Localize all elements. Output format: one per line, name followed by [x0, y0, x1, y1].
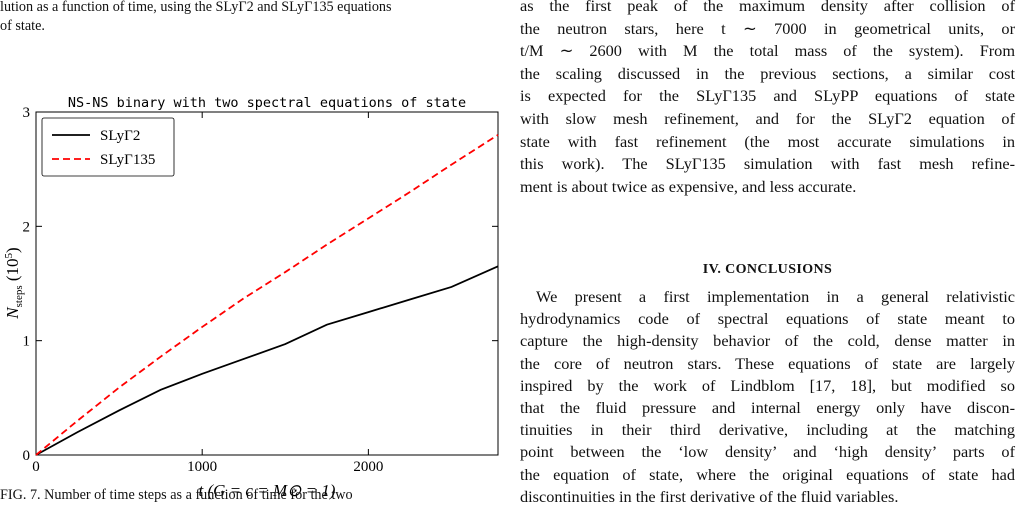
- text-line: capture the high-density behavior of the…: [520, 331, 1015, 351]
- text-line: We present a first implementation in a g…: [536, 287, 1015, 306]
- text-line: as the first peak of the maximum density…: [520, 0, 1015, 15]
- text-line: the equation of state, where the origina…: [520, 464, 1015, 484]
- caption-line: FIG. 7. Number of time steps as a functi…: [0, 487, 353, 503]
- text-line: this work). The SLyΓ135 simulation with …: [520, 154, 1015, 174]
- caption-line: of state.: [0, 18, 45, 34]
- y-tick-label: 0: [23, 448, 31, 464]
- plot-frame: [35, 111, 499, 456]
- legend-box: [41, 117, 175, 177]
- series-line: [35, 134, 499, 456]
- y-tick-label: 1: [23, 334, 31, 350]
- text-line: discontinuities in the first derivative …: [520, 486, 899, 506]
- y-tick-label: 3: [23, 105, 31, 121]
- text-line: point between the ‘low density’ and ‘hig…: [520, 442, 1015, 462]
- text-line: with slow mesh refinement, and for the S…: [520, 109, 1015, 128]
- x-tick-label: 0: [32, 459, 40, 475]
- caption-line: lution as a function of time, using the …: [0, 0, 392, 15]
- text-line: t/M ∼ 2600 with M the total mass of the …: [520, 41, 1015, 61]
- text-line: the core of neutron stars. These equatio…: [520, 353, 1015, 373]
- series-line: [35, 265, 499, 456]
- y-label-part: 5: [3, 252, 15, 258]
- text-line: that the fluid pressure and internal ene…: [520, 398, 1015, 417]
- chart: NS-NS binary with two spectral equations…: [3, 95, 499, 500]
- x-axis-label: t (G = c = M⊙ = 1): [199, 481, 336, 500]
- x-tick-label: 2000: [353, 459, 383, 475]
- x-tick-label: 1000: [187, 459, 217, 475]
- text-line: the scaling discussed in the previous se…: [520, 63, 1015, 83]
- chart-title: NS-NS binary with two spectral equations…: [68, 95, 466, 111]
- text-line: state with fast refinement (the most acc…: [520, 131, 1015, 151]
- legend-label: SLyΓ2: [100, 128, 140, 144]
- section-heading: IV. CONCLUSIONS: [702, 262, 833, 277]
- y-tick-label: 2: [23, 219, 31, 235]
- y-label-part: steps: [13, 285, 25, 307]
- y-label-part: (10: [3, 258, 22, 285]
- text-line: the neutron stars, here t ∼ 7000 in geom…: [520, 18, 1015, 38]
- text-line: is expected for the SLyΓ135 and SLyPP eq…: [520, 86, 1015, 106]
- text-line: ment is about twice as expensive, and le…: [520, 176, 857, 196]
- legend-label: SLyΓ135: [100, 152, 155, 168]
- text-line: tinuities in their third derivative, inc…: [520, 420, 1015, 440]
- y-label-part: ): [3, 247, 22, 253]
- text-line: inspired by the work of Lindblom [17, 18…: [520, 375, 1015, 395]
- text-line: hydrodynamics code of spectral equations…: [520, 309, 1015, 329]
- y-label-part: N: [3, 306, 22, 320]
- y-axis-label: Nsteps (105): [3, 247, 25, 319]
